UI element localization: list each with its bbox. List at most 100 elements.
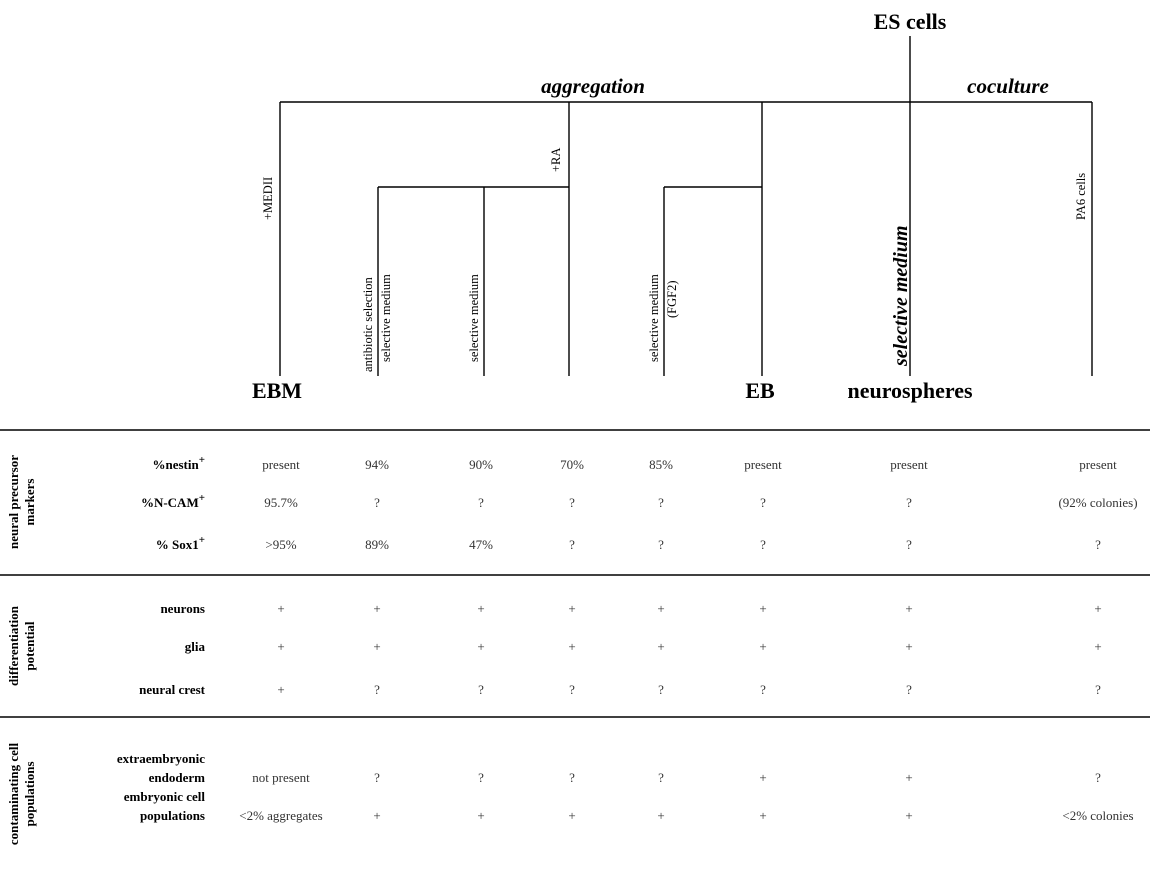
- table-cell: ?: [1095, 770, 1101, 785]
- table-cell: +: [759, 770, 766, 785]
- table-cell: 95.7%: [264, 495, 298, 510]
- table-cell: ?: [478, 770, 484, 785]
- row-label: neurons: [160, 601, 205, 616]
- table-cell: ?: [658, 537, 664, 552]
- table-cell: <2% aggregates: [239, 808, 323, 823]
- table-cell: ?: [658, 495, 664, 510]
- table-cell: 94%: [365, 457, 389, 472]
- eb-label: EB: [745, 378, 775, 403]
- comparison-table: neural precursormarkers %nestin+ present 94…: [6, 454, 1138, 845]
- table-cell: ?: [569, 495, 575, 510]
- table-cell: +: [277, 601, 284, 616]
- table-row: extraembryonic endoderm not present???? + +?: [117, 751, 1101, 785]
- table-cell: 47%: [469, 537, 493, 552]
- row-label: endoderm: [149, 770, 206, 785]
- table-cell: +: [477, 639, 484, 654]
- table-cell: ?: [906, 537, 912, 552]
- table-row: %N-CAM+ 95.7%?????? (92% colonies): [141, 492, 1138, 510]
- table-cell: +: [477, 808, 484, 823]
- table-cell: 90%: [469, 457, 493, 472]
- table-cell: +: [277, 639, 284, 654]
- table-row: glia + + + + + + + +: [185, 639, 1102, 654]
- table-row: neurons + + + + + + + +: [160, 601, 1101, 616]
- ra-label: +RA: [549, 148, 563, 172]
- table-cell: +: [657, 601, 664, 616]
- table-cell: +: [277, 682, 284, 697]
- table-cell: ?: [478, 682, 484, 697]
- table-cell: +: [657, 639, 664, 654]
- table-cell: ?: [906, 682, 912, 697]
- table-cell: +: [568, 639, 575, 654]
- table-cell: ?: [658, 682, 664, 697]
- row-label: neural crest: [139, 682, 205, 697]
- pa6-label: PA6 cells: [1074, 173, 1088, 220]
- row-label: populations: [140, 808, 205, 823]
- table-cell: present: [262, 457, 300, 472]
- antibiotic-label: antibiotic selection: [361, 276, 375, 372]
- table-cell: ?: [478, 495, 484, 510]
- table-cell: 70%: [560, 457, 584, 472]
- table-row: neural crest +???????: [139, 682, 1101, 697]
- table-cell: (92% colonies): [1058, 495, 1137, 510]
- table-cell: ?: [658, 770, 664, 785]
- table-cell: <2% colonies: [1062, 808, 1133, 823]
- medii-label: +MEDII: [261, 177, 275, 220]
- table-cell: ?: [906, 495, 912, 510]
- table-cell: ?: [760, 682, 766, 697]
- fgf2-label: (FGF2): [665, 280, 679, 318]
- table-cell: +: [905, 808, 912, 823]
- section-label-precursor: neural precursormarkers: [6, 455, 37, 549]
- ebm-label: EBM: [252, 378, 302, 403]
- table-cell: >95%: [265, 537, 296, 552]
- coculture-label: coculture: [967, 74, 1049, 98]
- table-cell: ?: [760, 495, 766, 510]
- row-label: % Sox1+: [156, 534, 205, 552]
- table-cell: +: [657, 808, 664, 823]
- section-label-potential: differentiationpotential: [6, 605, 37, 686]
- antibiotic-medium-label: selective medium: [379, 274, 393, 362]
- selective-big-label: selective medium: [890, 225, 912, 367]
- table-cell: 89%: [365, 537, 389, 552]
- table-cell: +: [905, 639, 912, 654]
- table-cell: +: [373, 808, 380, 823]
- row-label: %nestin+: [152, 454, 205, 472]
- table-cell: +: [373, 601, 380, 616]
- aggregation-label: aggregation: [541, 74, 645, 98]
- fgf2-medium-label: selective medium: [647, 274, 661, 362]
- table-row: embryonic cell populations <2% aggregates +…: [124, 789, 1134, 823]
- table-cell: +: [568, 808, 575, 823]
- tree-lines: [279, 36, 1093, 376]
- row-label: extraembryonic: [117, 751, 205, 766]
- table-cell: ?: [374, 495, 380, 510]
- table-cell: ?: [374, 682, 380, 697]
- table-cell: present: [890, 457, 928, 472]
- table-cell: ?: [1095, 682, 1101, 697]
- table-cell: present: [744, 457, 782, 472]
- table-row: % Sox1+ >95% 89% 47%?????: [156, 534, 1101, 552]
- table-cell: +: [759, 601, 766, 616]
- table-cell: present: [1079, 457, 1117, 472]
- table-cell: +: [1094, 601, 1101, 616]
- table-row: %nestin+ present 94% 90% 70% 85% present presen…: [152, 454, 1117, 472]
- root-label: ES cells: [874, 9, 947, 34]
- table-dividers: [0, 429, 1150, 718]
- table-cell: 85%: [649, 457, 673, 472]
- section-label-contaminating: contaminating cellpopulations: [6, 743, 37, 846]
- table-cell: +: [1094, 639, 1101, 654]
- table-cell: not present: [252, 770, 310, 785]
- table-cell: +: [905, 601, 912, 616]
- table-cell: +: [905, 770, 912, 785]
- table-cell: ?: [569, 537, 575, 552]
- table-cell: ?: [1095, 537, 1101, 552]
- table-cell: +: [759, 639, 766, 654]
- row-label: %N-CAM+: [141, 492, 205, 510]
- table-cell: +: [373, 639, 380, 654]
- table-cell: ?: [760, 537, 766, 552]
- neurospheres-label: neurospheres: [847, 378, 973, 403]
- table-cell: ?: [374, 770, 380, 785]
- row-label: embryonic cell: [124, 789, 206, 804]
- table-cell: ?: [569, 682, 575, 697]
- table-cell: +: [477, 601, 484, 616]
- table-cell: +: [759, 808, 766, 823]
- row-label: glia: [185, 639, 206, 654]
